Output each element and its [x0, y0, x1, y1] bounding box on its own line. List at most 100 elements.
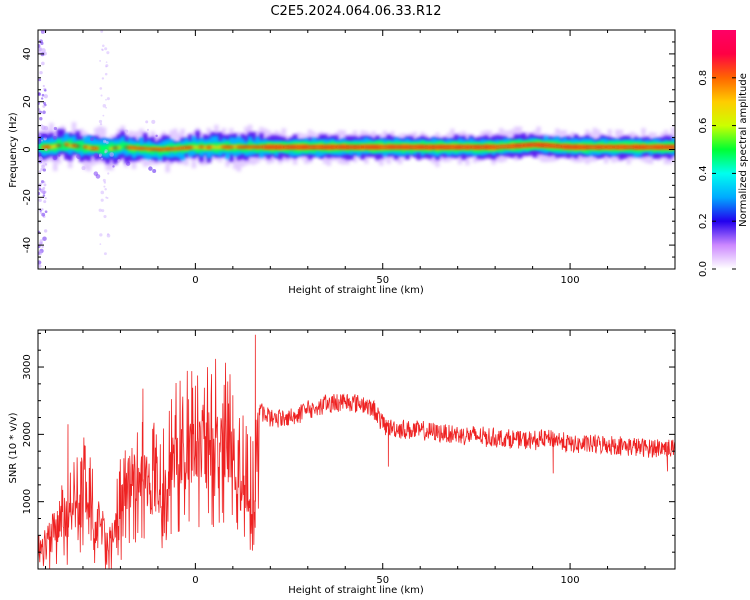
spectral-speckle — [43, 125, 49, 131]
spectral-band-segment — [528, 143, 534, 147]
spectral-band-segment — [330, 145, 335, 149]
snr-series-line — [38, 334, 675, 569]
spectral-band-segment — [465, 145, 470, 149]
spectral-band-segment — [363, 145, 369, 149]
spectral-band-segment — [131, 146, 137, 149]
spectral-band-segment — [120, 141, 125, 150]
spectrogram-y-ticks: -40 -20 0 20 40 — [22, 29, 675, 270]
spectral-band-segment — [487, 145, 493, 149]
spectral-band-segment — [38, 143, 43, 151]
spectral-band-segment — [41, 146, 47, 148]
spectral-speckle — [94, 153, 99, 158]
spectral-speckle — [117, 159, 121, 163]
colorbar-tick-label: 0.6 — [698, 118, 709, 134]
spectral-band-segment — [498, 145, 504, 148]
spectral-band-segment — [641, 145, 646, 149]
spectral-speckle — [89, 137, 95, 142]
spectral-band-segment — [356, 145, 362, 149]
colorbar-tick-label: 0.8 — [698, 70, 709, 86]
spectral-band-segment — [169, 147, 174, 150]
spectral-band-segment — [202, 145, 208, 150]
spectral-band-segment — [262, 145, 268, 149]
spectral-band-segment — [416, 145, 421, 149]
spectral-speckle — [106, 233, 110, 236]
spectral-band-segment — [135, 147, 140, 150]
spectral-band-segment — [304, 145, 309, 149]
spectrogram-x-tick-label: 0 — [192, 275, 198, 286]
spectral-band-segment — [94, 147, 99, 150]
spectral-band-segment — [251, 146, 257, 148]
spectral-band-segment — [217, 145, 223, 149]
spectral-band-segment — [540, 143, 545, 147]
spectral-band-segment — [570, 145, 575, 149]
spectral-speckle — [43, 200, 47, 204]
spectral-speckle — [43, 181, 46, 184]
spectral-speckle — [104, 47, 108, 51]
spectral-band-segment — [648, 146, 654, 149]
spectral-band-segment — [165, 148, 170, 151]
spectral-speckle — [93, 171, 99, 176]
spectral-band-segment — [630, 145, 635, 149]
spectral-speckle — [42, 168, 46, 172]
spectral-band-segment — [438, 145, 444, 149]
spectral-band-segment — [532, 143, 538, 146]
spectral-speckle — [98, 155, 102, 158]
spectral-band-segment — [573, 145, 579, 149]
spectral-band-segment — [457, 145, 463, 149]
spectral-band-segment — [285, 145, 290, 149]
spectral-band-segment — [378, 146, 384, 149]
spectral-band-segment — [513, 144, 519, 148]
spectral-band-segment — [277, 145, 283, 149]
spectral-speckle — [99, 122, 103, 126]
spectral-band-segment — [510, 145, 515, 148]
snr-frame — [37, 329, 676, 570]
colorbar-tick-label: 0.2 — [698, 213, 709, 229]
spectral-band-segment — [75, 145, 81, 148]
snr-x-tick-label: 50 — [376, 575, 389, 586]
spectral-speckle — [38, 108, 41, 111]
spectral-band-segment — [468, 145, 474, 149]
spectral-band-segment — [341, 145, 347, 149]
spectral-band-segment — [116, 146, 122, 149]
spectral-speckle — [146, 128, 150, 131]
spectral-speckle — [155, 134, 158, 138]
spectral-band-segment — [105, 144, 110, 153]
spectral-band-segment — [229, 146, 234, 149]
spectral-speckle — [106, 97, 110, 101]
spectrogram-x-tick-label: 100 — [561, 275, 580, 286]
spectral-band-segment — [150, 148, 155, 151]
spectral-speckle — [100, 157, 103, 160]
spectral-band-segment — [506, 145, 511, 148]
spectral-band-segment — [551, 144, 556, 148]
spectrogram-y-label: Frequency (Hz) — [8, 112, 19, 188]
spectrogram-x-ticks: 0 50 100 — [44, 30, 646, 286]
spectral-band-segment — [562, 145, 568, 149]
spectral-speckle — [104, 140, 107, 143]
spectral-speckle — [107, 172, 110, 175]
spectral-band-segment — [423, 145, 429, 149]
spectral-speckle — [38, 47, 42, 51]
snr-y-ticks: 1000 2000 3000 — [22, 332, 675, 570]
spectral-band-segment — [296, 146, 302, 149]
spectral-band-segment — [67, 139, 73, 149]
spectral-band-segment — [390, 145, 395, 149]
spectral-band-segment — [109, 147, 114, 151]
spectral-speckle — [52, 155, 58, 161]
spectral-band-segment — [86, 145, 92, 150]
spectral-speckle — [106, 196, 109, 200]
spectral-band-segment — [622, 145, 628, 149]
spectral-band-segment — [412, 146, 418, 149]
spectral-band-segment — [270, 145, 275, 149]
spectral-band-segment — [345, 145, 350, 149]
spectral-speckle — [38, 139, 42, 145]
spectral-band-segment — [206, 146, 212, 149]
spectral-speckle — [43, 101, 46, 105]
spectral-band-segment — [247, 146, 253, 148]
spectral-speckle — [112, 165, 115, 168]
spectral-band-segment — [225, 146, 230, 148]
spectral-band-segment — [382, 146, 388, 149]
spectral-speckle — [41, 208, 44, 211]
spectral-band-segment — [525, 143, 530, 147]
spectrogram-y-tick-label: -20 — [22, 189, 33, 205]
spectral-band-segment — [127, 146, 133, 149]
